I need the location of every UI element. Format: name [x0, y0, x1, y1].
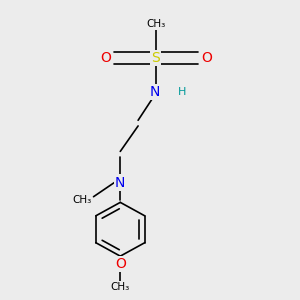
- Text: N: N: [149, 85, 160, 99]
- Text: CH₃: CH₃: [111, 282, 130, 292]
- Text: O: O: [100, 51, 111, 65]
- Text: S: S: [152, 51, 160, 65]
- Text: O: O: [201, 51, 212, 65]
- Text: N: N: [115, 176, 125, 190]
- Text: O: O: [115, 257, 126, 271]
- Text: H: H: [178, 87, 187, 97]
- Text: CH₃: CH₃: [72, 194, 91, 205]
- Text: CH₃: CH₃: [146, 19, 166, 29]
